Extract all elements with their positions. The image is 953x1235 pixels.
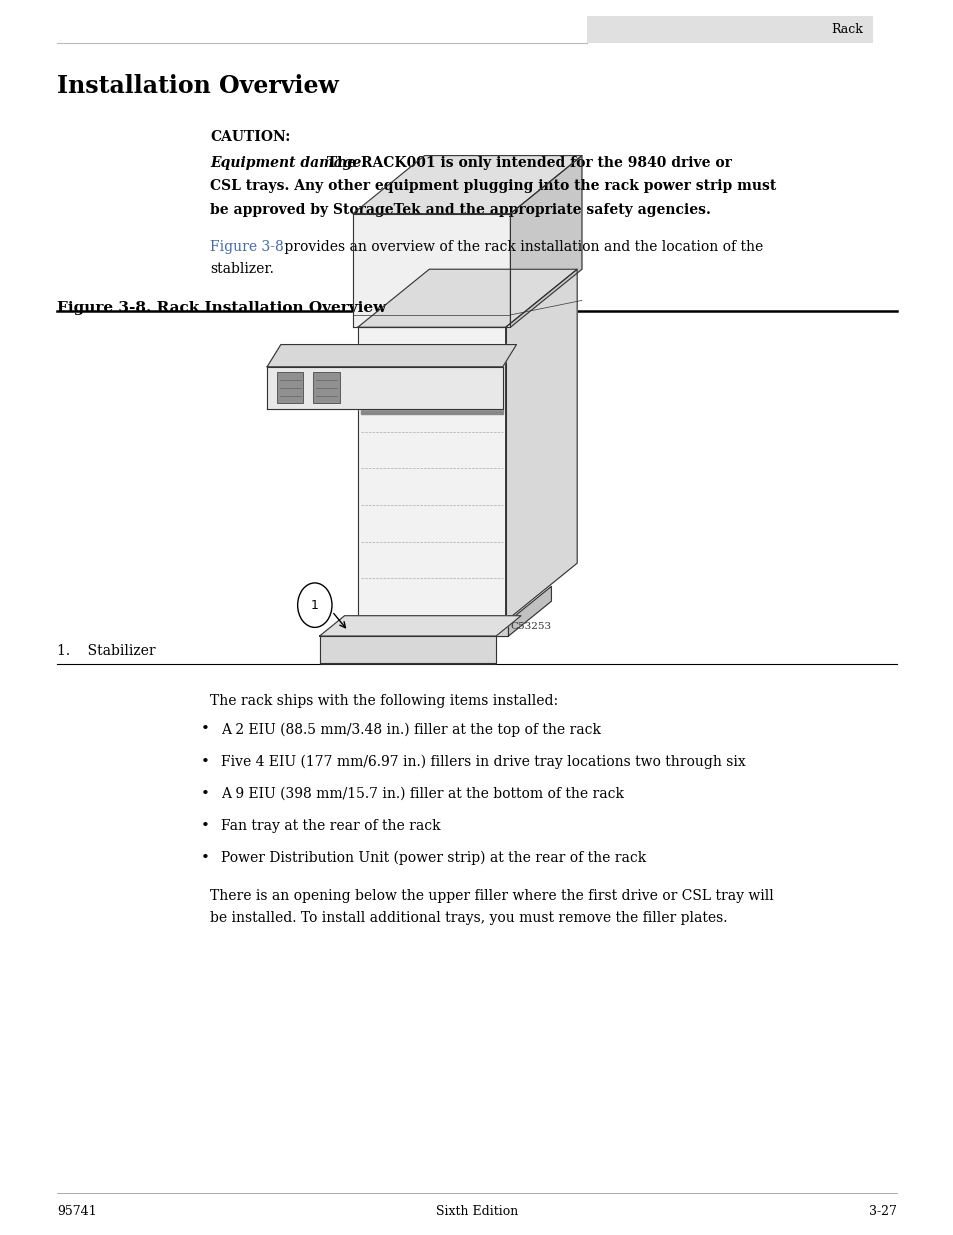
Polygon shape [267,367,502,409]
Text: A 9 EIU (398 mm/15.7 in.) filler at the bottom of the rack: A 9 EIU (398 mm/15.7 in.) filler at the … [221,787,623,800]
Text: stablizer.: stablizer. [210,262,274,275]
Text: Installation Overview: Installation Overview [57,74,338,98]
Text: 95741: 95741 [57,1205,97,1219]
Text: Fan tray at the rear of the rack: Fan tray at the rear of the rack [221,819,440,832]
Text: Figure 3-8: Figure 3-8 [210,240,283,253]
Text: be approved by StorageTek and the appropriate safety agencies.: be approved by StorageTek and the approp… [210,203,710,216]
Text: •: • [200,851,210,864]
Text: C53253: C53253 [510,622,551,631]
Polygon shape [355,621,508,636]
Text: 1.    Stabilizer: 1. Stabilizer [57,645,155,658]
Polygon shape [353,156,581,214]
Polygon shape [319,616,520,636]
Bar [276,373,303,403]
Text: CAUTION:: CAUTION: [210,130,290,143]
Text: Five 4 EIU (177 mm/6.97 in.) fillers in drive tray locations two through six: Five 4 EIU (177 mm/6.97 in.) fillers in … [221,755,745,769]
Polygon shape [508,587,551,636]
Text: 3-27: 3-27 [868,1205,896,1219]
Text: Rack: Rack [831,23,862,36]
Text: Power Distribution Unit (power strip) at the rear of the rack: Power Distribution Unit (power strip) at… [221,851,646,866]
Text: Sixth Edition: Sixth Edition [436,1205,517,1219]
Text: Figure 3-8. Rack Installation Overview: Figure 3-8. Rack Installation Overview [57,301,386,315]
Text: •: • [200,722,210,736]
Text: Equipment damage.: Equipment damage. [210,156,366,169]
Polygon shape [510,156,581,327]
Bar [313,373,339,403]
Polygon shape [353,214,510,327]
Text: A 2 EIU (88.5 mm/3.48 in.) filler at the top of the rack: A 2 EIU (88.5 mm/3.48 in.) filler at the… [221,722,600,737]
Text: •: • [200,787,210,800]
Polygon shape [357,269,577,327]
Text: •: • [200,755,210,768]
Polygon shape [357,327,505,621]
Text: 1: 1 [311,599,318,611]
Circle shape [297,583,332,627]
Polygon shape [319,636,496,663]
Polygon shape [360,362,502,414]
Text: •: • [200,819,210,832]
Text: CSL trays. Any other equipment plugging into the rack power strip must: CSL trays. Any other equipment plugging … [210,179,776,193]
Bar [586,16,872,43]
Text: be installed. To install additional trays, you must remove the filler plates.: be installed. To install additional tray… [210,911,726,925]
Text: The RACK001 is only intended for the 9840 drive or: The RACK001 is only intended for the 984… [322,156,732,169]
Text: The rack ships with the following items installed:: The rack ships with the following items … [210,694,558,708]
Text: provides an overview of the rack installation and the location of the: provides an overview of the rack install… [279,240,762,253]
Text: There is an opening below the upper filler where the first drive or CSL tray wil: There is an opening below the upper fill… [210,889,773,903]
Polygon shape [267,345,516,367]
Polygon shape [505,269,577,621]
